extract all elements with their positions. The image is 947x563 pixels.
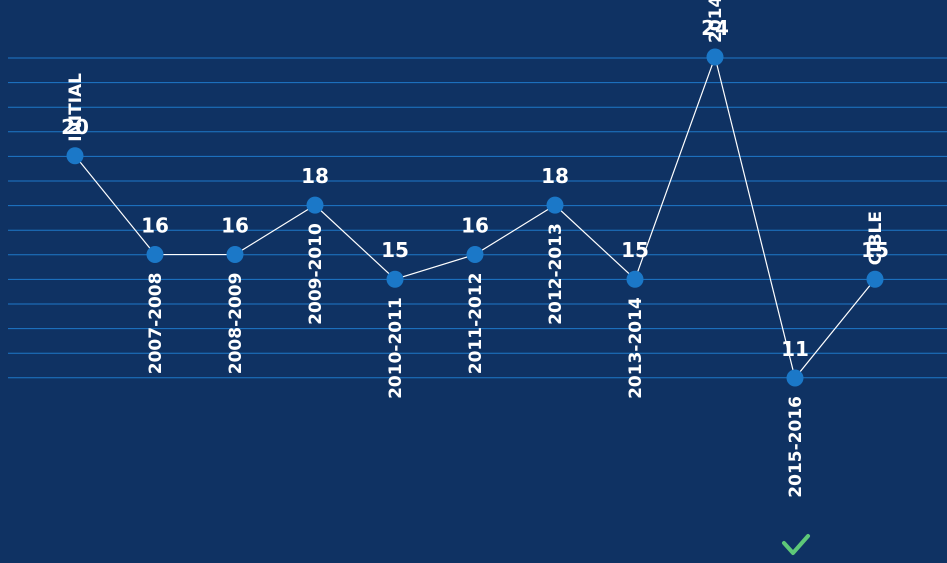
data-point bbox=[306, 196, 324, 214]
data-point bbox=[146, 246, 164, 264]
value-label: 15 bbox=[381, 238, 409, 262]
category-label: 2007-2008 bbox=[146, 273, 166, 375]
data-point bbox=[626, 270, 644, 288]
data-point bbox=[786, 369, 804, 387]
category-label: 2009-2010 bbox=[306, 223, 326, 325]
category-label: 2015-2016 bbox=[786, 396, 806, 498]
data-point bbox=[226, 246, 244, 264]
category-label: CIBLE bbox=[866, 211, 886, 265]
data-point bbox=[66, 147, 84, 165]
value-label: 20 bbox=[61, 115, 89, 139]
category-label: 2013-2014 bbox=[626, 297, 646, 399]
value-label: 18 bbox=[541, 164, 569, 188]
category-label: 2010-2011 bbox=[386, 297, 406, 399]
value-label: 16 bbox=[221, 214, 249, 238]
value-label: 18 bbox=[301, 164, 329, 188]
value-label: 24 bbox=[701, 16, 729, 40]
check-icon bbox=[782, 534, 810, 555]
data-point bbox=[466, 246, 484, 264]
value-label: 15 bbox=[621, 238, 649, 262]
category-labels: INITIAL 2007-2008 2008-2009 2009-2010 2010-2… bbox=[66, 0, 886, 498]
category-label: 2014-2015 bbox=[706, 0, 726, 43]
data-point bbox=[546, 196, 564, 214]
data-point bbox=[706, 48, 724, 66]
category-label: INITIAL bbox=[66, 73, 86, 142]
value-label: 11 bbox=[781, 337, 809, 361]
category-label: 2012-2013 bbox=[546, 223, 566, 325]
value-label: 16 bbox=[141, 214, 169, 238]
value-label: 16 bbox=[461, 214, 489, 238]
value-labels: 20 16 16 18 15 16 18 15 24 11 15 bbox=[61, 16, 889, 361]
category-label: 2011-2012 bbox=[466, 273, 486, 375]
data-point bbox=[866, 270, 884, 288]
value-label: 15 bbox=[861, 238, 889, 262]
category-label: 2008-2009 bbox=[226, 273, 246, 375]
data-points bbox=[66, 48, 884, 387]
data-point bbox=[386, 270, 404, 288]
